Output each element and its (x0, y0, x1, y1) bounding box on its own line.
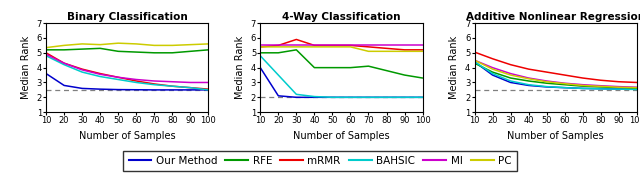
X-axis label: Number of Samples: Number of Samples (508, 131, 604, 141)
Y-axis label: Median Rank: Median Rank (449, 36, 460, 99)
X-axis label: Number of Samples: Number of Samples (293, 131, 390, 141)
Y-axis label: Median Rank: Median Rank (21, 36, 31, 99)
X-axis label: Number of Samples: Number of Samples (79, 131, 175, 141)
Title: Binary Classification: Binary Classification (67, 12, 188, 22)
Y-axis label: Median Rank: Median Rank (235, 36, 245, 99)
Title: 4-Way Classification: 4-Way Classification (282, 12, 401, 22)
Title: Additive Nonlinear Regression: Additive Nonlinear Regression (466, 12, 640, 22)
Legend: Our Method, RFE, mRMR, BAHSIC, MI, PC: Our Method, RFE, mRMR, BAHSIC, MI, PC (124, 151, 516, 171)
